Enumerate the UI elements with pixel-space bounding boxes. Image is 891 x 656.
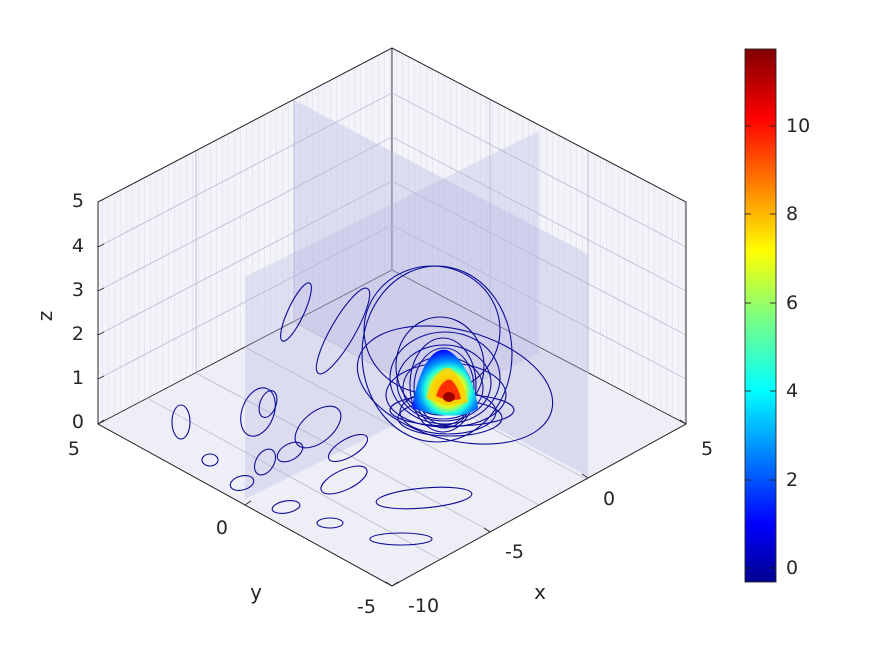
x-tick-label: 5: [701, 438, 713, 460]
z-tick-label: 1: [72, 367, 84, 389]
z-tick-label: 4: [72, 235, 84, 257]
x-tick-label: 0: [603, 488, 615, 510]
axes-back-walls: [97, 47, 687, 587]
x-axis-label: x: [534, 580, 546, 604]
z-tick-label: 2: [72, 323, 84, 345]
grid-lines: [97, 92, 687, 561]
axis-lines: [97, 47, 687, 587]
slice-plane-x: [245, 131, 539, 499]
z-axis-label: z: [33, 311, 57, 322]
slice-planes: [245, 100, 588, 499]
colorbar-tick-label: 8: [786, 203, 798, 225]
y-tick-label: -5: [357, 596, 376, 618]
y-axis: 5 0 -5 y: [68, 419, 399, 618]
z-tick-label: 5: [72, 190, 84, 212]
colorbar-gradient: [744, 48, 777, 583]
colorbar: 0 2 4 6 8 10: [744, 48, 810, 583]
y-axis-label: y: [250, 580, 262, 604]
y-tick-label: 0: [216, 517, 228, 539]
z-tick-label: 3: [72, 279, 84, 301]
slice-plane-y: [294, 100, 588, 476]
colorbar-tick-label: 10: [786, 115, 810, 137]
y-tick-label: 5: [68, 438, 80, 460]
peak-surface: [412, 349, 478, 416]
colorbar-tick-label: 4: [786, 380, 798, 402]
colorbar-tick-label: 0: [786, 557, 798, 579]
x-axis: -10 -5 0 5 x: [385, 419, 713, 617]
x-tick-label: -10: [408, 595, 439, 617]
z-axis: 0 1 2 3 4 5 z: [33, 190, 105, 433]
colorbar-tick-label: 6: [786, 292, 798, 314]
z-tick-label: 0: [72, 411, 84, 433]
colorbar-tick-label: 2: [786, 469, 798, 491]
x-tick-label: -5: [505, 541, 524, 563]
